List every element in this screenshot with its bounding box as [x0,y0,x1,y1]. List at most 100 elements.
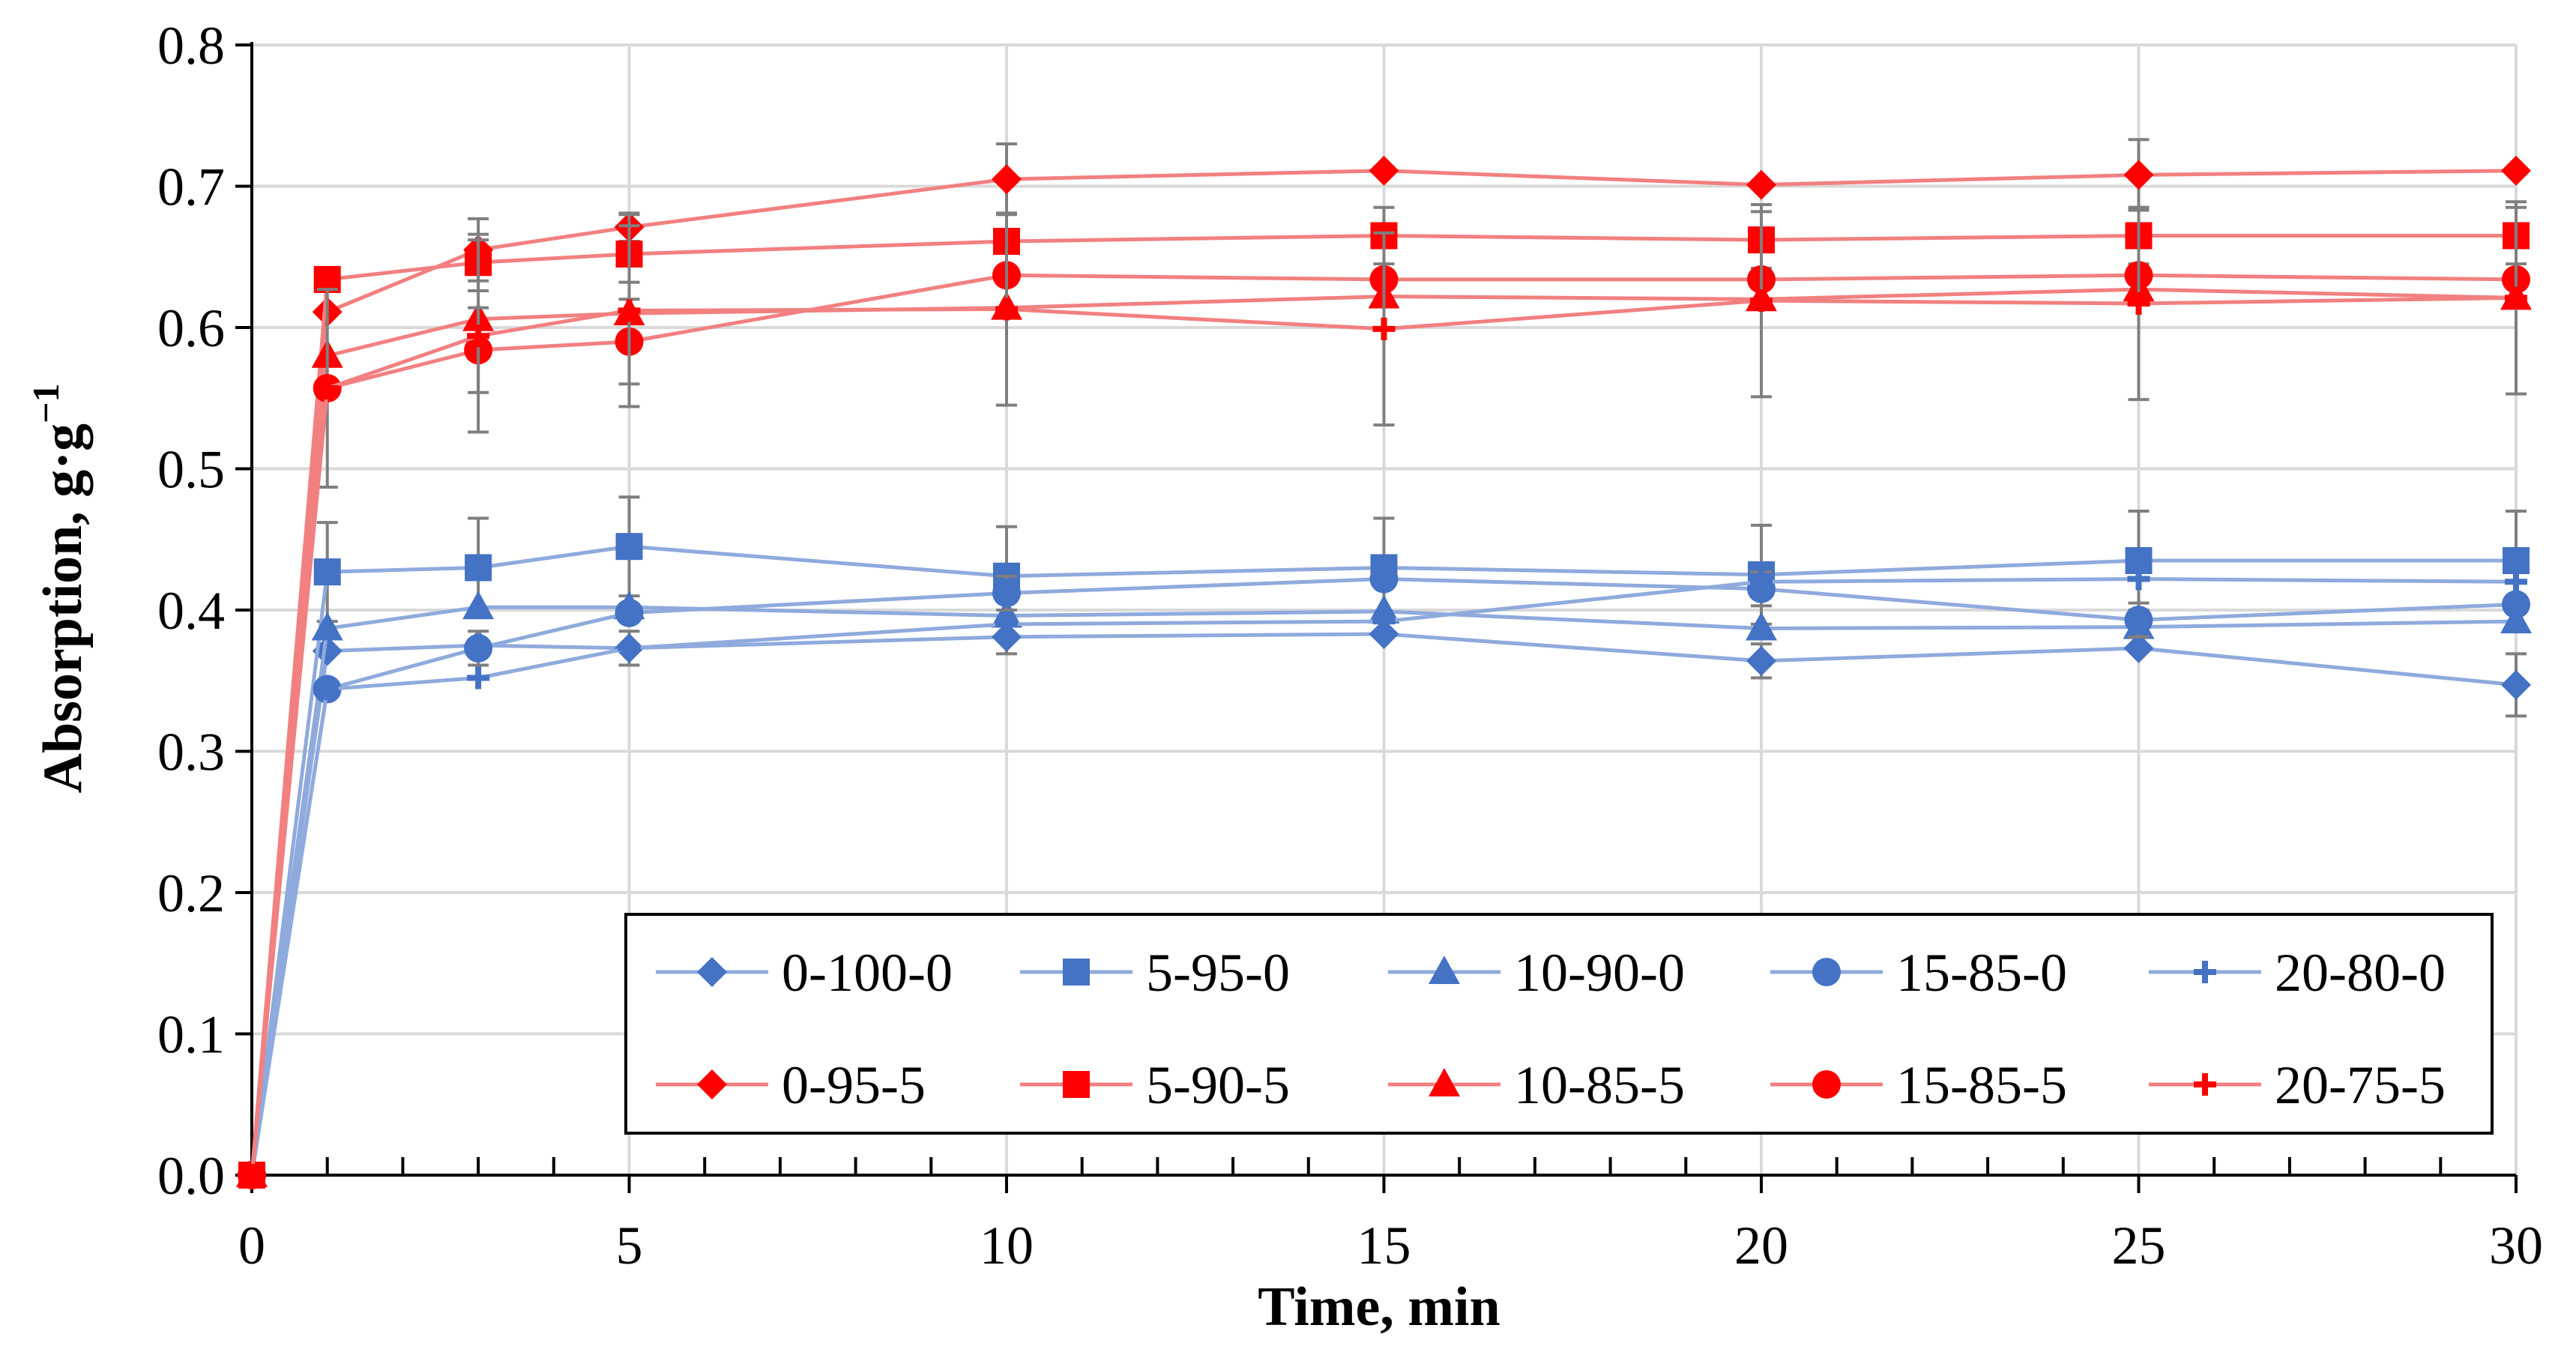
y-axis-title-exponent: −1 [25,384,67,424]
data-point [2503,547,2530,575]
data-point [1372,610,1396,633]
data-point [992,164,1022,195]
data-point [462,591,495,620]
data-point [1750,289,1773,313]
x-tick-label: 10 [980,1216,1034,1276]
legend-items: 0-100-0 5-95-0 10-90-0 15-85-0 20-80-0 0-95-5… [656,943,2446,1115]
y-tick-label: 0.5 [157,440,225,500]
data-point [1368,594,1400,624]
legend-label: 0-95-5 [782,1055,926,1115]
data-point [2502,590,2530,619]
series-20-75-5 [241,200,2527,1186]
data-point [241,1164,263,1186]
data-point [618,299,641,322]
data-point [2500,605,2532,634]
y-tick-label: 0.3 [157,722,225,782]
y-axis-title: Absorption, g·g−1 [25,384,94,794]
legend-item-5-95-0: 5-95-0 [1020,943,1290,1003]
x-tick-label: 25 [2112,1216,2166,1276]
legend-marker [1429,1068,1460,1096]
x-tick-label: 30 [2489,1216,2543,1276]
data-point [1369,564,1399,594]
y-tick-label: 0.0 [157,1146,225,1206]
legend-item-0-100-0: 0-100-0 [656,943,953,1003]
data-point [2501,669,2531,700]
x-axis-title: Time, min [1258,1276,1500,1338]
data-point [467,325,490,348]
legend-marker [2194,961,2216,983]
data-point [2123,633,2154,663]
data-point [1369,155,1399,186]
data-point [615,598,644,627]
data-point [464,633,493,663]
data-point [2505,286,2527,310]
data-point [316,377,339,400]
legend-item-15-85-5: 15-85-5 [1770,1055,2067,1115]
data-point [1372,317,1396,340]
y-tick-label: 0.1 [157,1005,225,1065]
legend-item-15-85-0: 15-85-0 [1770,943,2067,1003]
y-tick-label: 0.2 [157,863,225,923]
data-point [2127,567,2150,591]
y-tick-label: 0.6 [157,298,225,358]
legend-label: 10-85-5 [1514,1055,1685,1115]
legend-label: 20-80-0 [2275,943,2446,1003]
axes [235,42,2518,1193]
legend-item-20-80-0: 20-80-0 [2149,943,2446,1003]
legend-marker [1063,959,1090,986]
data-point [313,558,341,586]
data-point [2123,160,2154,190]
data-point [2501,155,2531,186]
y-tick-label: 0.8 [157,16,225,76]
legend-marker [1063,1071,1090,1098]
legend-item-10-90-0: 10-90-0 [1388,943,1685,1003]
tick-labels: 0.0 0.1 0.2 0.3 0.4 0.5 0.6 0.7 0.8 0 5 10 15 20 25 30 [157,16,2543,1276]
data-point [1746,612,1777,641]
legend-label: 20-75-5 [2275,1055,2446,1115]
legend-item-0-95-5: 0-95-5 [656,1055,926,1115]
legend-item-10-85-5: 10-85-5 [1388,1055,1685,1115]
data-point [995,298,1018,321]
x-tick-label: 15 [1357,1216,1411,1276]
data-point [995,612,1018,636]
y-tick-label: 0.7 [157,157,225,217]
data-point [618,636,641,660]
data-point [1746,645,1776,676]
data-point [316,677,339,701]
legend-marker [1812,958,1841,986]
legend-item-5-90-5: 5-90-5 [1020,1055,1290,1115]
legend-label: 5-90-5 [1146,1055,1290,1115]
legend-label: 15-85-0 [1896,943,2067,1003]
data-point [992,621,1022,652]
x-tick-label: 20 [1734,1216,1788,1276]
legend-marker [2194,1073,2216,1096]
data-point [992,579,1021,608]
legend: 0-100-0 5-95-0 10-90-0 15-85-0 20-80-0 0-95-5… [624,913,2494,1135]
x-tick-label: 0 [238,1216,265,1276]
legend-label: 5-95-0 [1146,943,1290,1003]
y-axis-title-main: Absorption, g·g [32,423,94,793]
x-tick-label: 5 [616,1216,643,1276]
legend-box [624,913,2494,1135]
legend-label: 10-90-0 [1514,943,1685,1003]
legend-item-20-75-5: 20-75-5 [2149,1055,2446,1115]
legend-label: 0-100-0 [782,943,953,1003]
legend-label: 15-85-5 [1896,1055,2067,1115]
data-point [467,666,490,689]
legend-marker [697,1069,727,1099]
legend-marker [1812,1070,1841,1099]
data-point [1369,619,1399,650]
legend-marker [1429,956,1460,984]
data-point [1746,169,1776,200]
data-point [2127,292,2150,315]
data-point [615,533,643,561]
data-point [2505,570,2527,594]
data-point [465,554,492,582]
series-layer [236,138,2532,1190]
data-point [1750,570,1773,594]
data-point [2124,606,2153,635]
data-point [311,612,343,641]
legend-marker [697,957,727,987]
y-tick-label: 0.4 [157,581,225,641]
